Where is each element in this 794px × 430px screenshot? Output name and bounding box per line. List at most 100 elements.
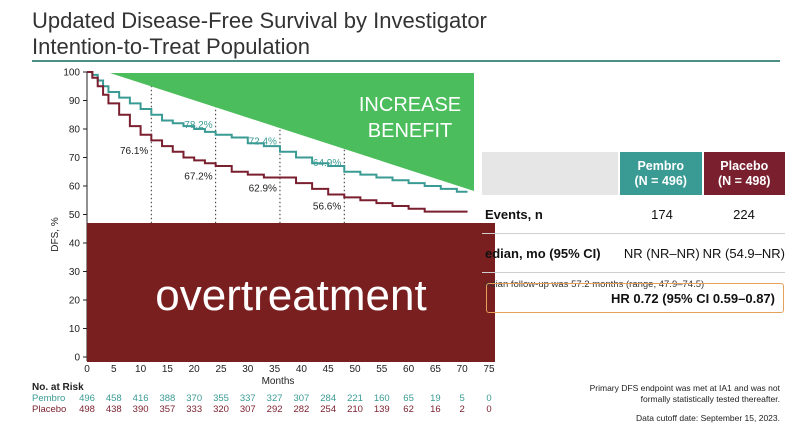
summary-table: Pembro (N = 496) Placebo (N = 498) Event…	[482, 152, 785, 307]
x-tick-label: 0	[84, 364, 90, 375]
overtreatment-label: overtreatment	[155, 271, 426, 320]
cutoff-date: Data cutoff date: September 15, 2023.	[636, 413, 780, 423]
x-axis-label: Months	[262, 376, 295, 387]
risk-value: 5	[460, 393, 465, 404]
risk-value: 388	[159, 393, 175, 404]
x-tick-label: 75	[483, 364, 495, 375]
risk-value: 307	[293, 393, 309, 404]
risk-value: 19	[430, 393, 441, 404]
header-blank	[482, 152, 618, 195]
risk-value: 221	[347, 393, 363, 404]
y-tick-label: 60	[69, 182, 81, 193]
overlays: INCREASE BENEFIT overtreatment	[87, 73, 495, 362]
y-tick-label: 20	[69, 296, 81, 307]
risk-value: 357	[159, 404, 175, 415]
risk-value: 370	[186, 393, 202, 404]
risk-value: 320	[213, 404, 229, 415]
events-placebo: 224	[733, 206, 755, 222]
y-tick-label: 100	[63, 68, 80, 79]
survival-curves	[87, 71, 468, 213]
chart-axes: 0 10 20 30 40 50 60 70 80 90 100 0 5 10 15 20 25 30 35 40 45…	[50, 68, 495, 388]
risk-value: 292	[267, 404, 283, 415]
risk-table-label: No. at Risk	[32, 382, 84, 393]
y-axis-label: DFS, %	[50, 217, 61, 252]
slide-title: Updated Disease-Free Survival by Investi…	[32, 8, 487, 60]
x-tick-label: 60	[403, 364, 415, 375]
y-tick-label: 30	[69, 267, 81, 278]
title-line-1: Updated Disease-Free Survival by Investi…	[32, 8, 487, 33]
x-tick-label: 10	[135, 364, 147, 375]
risk-value: 307	[240, 404, 256, 415]
risk-value: 327	[267, 393, 283, 404]
risk-value: 0	[486, 393, 491, 404]
risk-value: 438	[106, 404, 122, 415]
events-pembro: 174	[651, 206, 673, 222]
x-tick-label: 30	[242, 364, 254, 375]
summary-header: Pembro (N = 496) Placebo (N = 498)	[482, 152, 785, 195]
risk-value: 210	[347, 404, 363, 415]
annotation-label: 78.2%	[184, 120, 212, 131]
risk-value: 333	[186, 404, 202, 415]
risk-value: 139	[374, 404, 390, 415]
risk-value: 284	[320, 393, 336, 404]
median-label: edian, mo (95% CI)	[485, 245, 601, 261]
increase-benefit-triangle	[110, 73, 474, 191]
y-tick-label: 70	[69, 153, 81, 164]
x-tick-label: 45	[323, 364, 335, 375]
curve-pembro	[87, 71, 468, 193]
x-tick-label: 20	[189, 364, 201, 375]
risk-value: 416	[133, 393, 149, 404]
risk-value: 62	[403, 404, 414, 415]
title-rule	[32, 60, 780, 62]
increase-label: INCREASE	[359, 94, 461, 116]
y-tick-label: 90	[69, 96, 81, 107]
annotation-label: 72.4%	[249, 137, 277, 148]
x-tick-label: 65	[430, 364, 442, 375]
median-pembro: NR (NR–NR)	[623, 245, 700, 261]
header-pembro: Pembro (N = 496)	[620, 152, 702, 195]
y-tick-label: 50	[69, 210, 81, 221]
risk-row-name: Placebo	[32, 404, 66, 415]
header-placebo: Placebo (N = 498)	[703, 152, 785, 195]
risk-value: 65	[403, 393, 414, 404]
benefit-label: BENEFIT	[368, 120, 452, 142]
x-tick-label: 5	[111, 364, 117, 375]
risk-value: 160	[374, 393, 390, 404]
risk-value: 496	[79, 393, 95, 404]
annotation-label: 62.9%	[249, 184, 277, 195]
risk-value: 498	[79, 404, 95, 415]
footnote-line-2: formally statistically tested thereafter…	[640, 394, 780, 404]
y-tick-label: 80	[69, 125, 81, 136]
title-line-2: Intention-to-Treat Population	[32, 34, 311, 59]
annotation-label: 64.9%	[313, 158, 341, 169]
pembro-name: Pembro	[637, 158, 685, 173]
risk-value: 337	[240, 393, 256, 404]
y-tick-label: 0	[74, 353, 80, 364]
annotation-label: 76.1%	[120, 146, 148, 157]
risk-value: 16	[430, 404, 441, 415]
followup-note: edian follow-up was 57.2 months (range, …	[485, 279, 705, 290]
placebo-name: Placebo	[720, 158, 769, 173]
hazard-ratio-box: HR 0.72 (95% CI 0.59–0.87)	[486, 283, 784, 313]
footnote: Primary DFS endpoint was met at IA1 and …	[590, 383, 780, 405]
risk-value: 355	[213, 393, 229, 404]
risk-value: 2	[460, 404, 465, 415]
risk-value: 390	[133, 404, 149, 415]
events-label: Events, n	[485, 206, 543, 222]
pembro-n: (N = 496)	[634, 173, 687, 188]
x-tick-label: 50	[349, 364, 361, 375]
risk-value: 458	[106, 393, 122, 404]
x-tick-label: 40	[296, 364, 308, 375]
x-tick-label: 25	[215, 364, 227, 375]
y-tick-label: 40	[69, 239, 81, 250]
annotation-label: 67.2%	[184, 171, 212, 182]
risk-row-name: Pembro	[32, 393, 65, 404]
x-tick-label: 15	[162, 364, 174, 375]
median-row: edian, mo (95% CI) NR (NR–NR) NR (54.9–N…	[482, 234, 785, 273]
x-tick-label: 55	[376, 364, 388, 375]
median-placebo: NR (54.9–NR)	[702, 245, 785, 261]
y-tick-label: 10	[69, 324, 81, 335]
risk-value: 0	[486, 404, 491, 415]
